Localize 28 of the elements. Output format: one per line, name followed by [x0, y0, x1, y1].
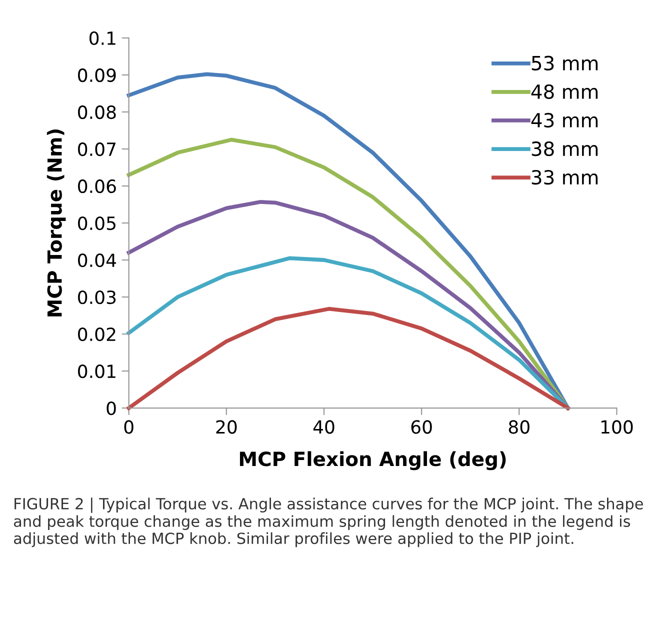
x-tick-label: 0: [124, 420, 134, 434]
x-tick-label: 40: [313, 420, 334, 434]
y-tick-label: 0.1: [90, 31, 116, 46]
line-series: [126, 256, 570, 410]
y-tick-label: 0.03: [78, 290, 116, 304]
x-axis-title: MCP Flexion Angle (deg): [240, 451, 506, 470]
caption: FIGURE 2 | Typical Torque vs. Angle assistance curves for the MCP joint. The shape and peak torque change as the maximum spring length denoted in the legend is adjusted with the MCP knob. Similar profiles were applied to the PIP joint.: [14, 498, 643, 548]
legend-label: 48 mm: [531, 84, 598, 100]
y-tick-label: 0.05: [78, 216, 116, 230]
y-tick-label: 0: [106, 401, 116, 416]
x-tick-label: 100: [601, 420, 633, 434]
line-series: [126, 306, 570, 410]
y-axis-title: MCP Torque (Nm): [46, 130, 66, 316]
legend-label: 33 mm: [532, 170, 598, 185]
y-tick-label: 0.04: [78, 253, 116, 268]
line-series: [126, 200, 570, 410]
x-tick-label: 20: [216, 420, 237, 434]
y-tick-label: 0.02: [78, 327, 116, 342]
y-tick-label: 0.09: [78, 68, 116, 82]
y-tick-label: 0.06: [78, 179, 116, 194]
legend-label: 53 mm: [532, 56, 598, 70]
y-tick-label: 0.01: [78, 364, 116, 378]
y-tick-label: 0.07: [78, 142, 116, 156]
y-tick-label: 0.08: [78, 105, 116, 120]
legend-label: 38 mm: [532, 141, 598, 156]
legend-label: 43 mm: [531, 112, 598, 128]
x-tick-label: 80: [508, 420, 530, 434]
x-tick-label: 60: [411, 420, 432, 434]
